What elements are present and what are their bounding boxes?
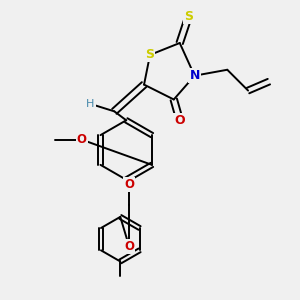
Text: O: O: [124, 178, 134, 191]
Text: O: O: [174, 114, 185, 127]
Text: N: N: [189, 69, 200, 82]
Text: H: H: [86, 99, 95, 109]
Text: O: O: [76, 133, 87, 146]
Text: S: S: [146, 48, 154, 62]
Text: O: O: [124, 240, 134, 253]
Text: S: S: [184, 10, 193, 23]
